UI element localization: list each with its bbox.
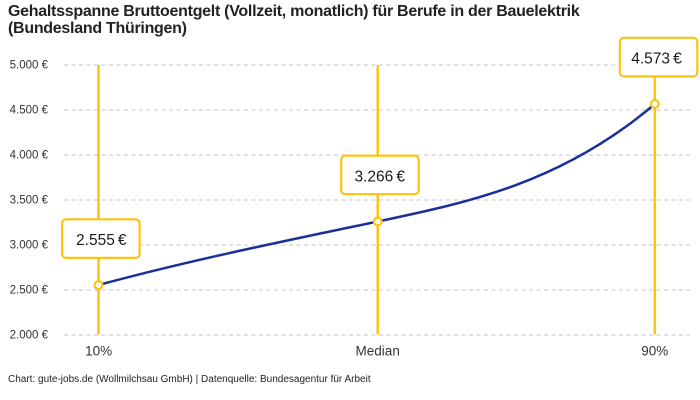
svg-text:4.000 €: 4.000 € (10, 150, 49, 162)
svg-text:Median: Median (356, 344, 400, 359)
svg-text:4.573 €: 4.573 € (631, 51, 682, 68)
svg-text:3.266 €: 3.266 € (354, 169, 405, 186)
svg-text:2.555 €: 2.555 € (76, 232, 127, 249)
svg-text:2.000 €: 2.000 € (10, 330, 49, 342)
svg-text:90%: 90% (641, 344, 668, 359)
svg-text:5.000 €: 5.000 € (10, 60, 49, 72)
svg-text:2.500 €: 2.500 € (10, 285, 49, 297)
svg-text:3.500 €: 3.500 € (10, 195, 49, 207)
svg-text:3.000 €: 3.000 € (10, 240, 49, 252)
svg-text:10%: 10% (85, 344, 112, 359)
svg-text:4.500 €: 4.500 € (10, 105, 49, 117)
